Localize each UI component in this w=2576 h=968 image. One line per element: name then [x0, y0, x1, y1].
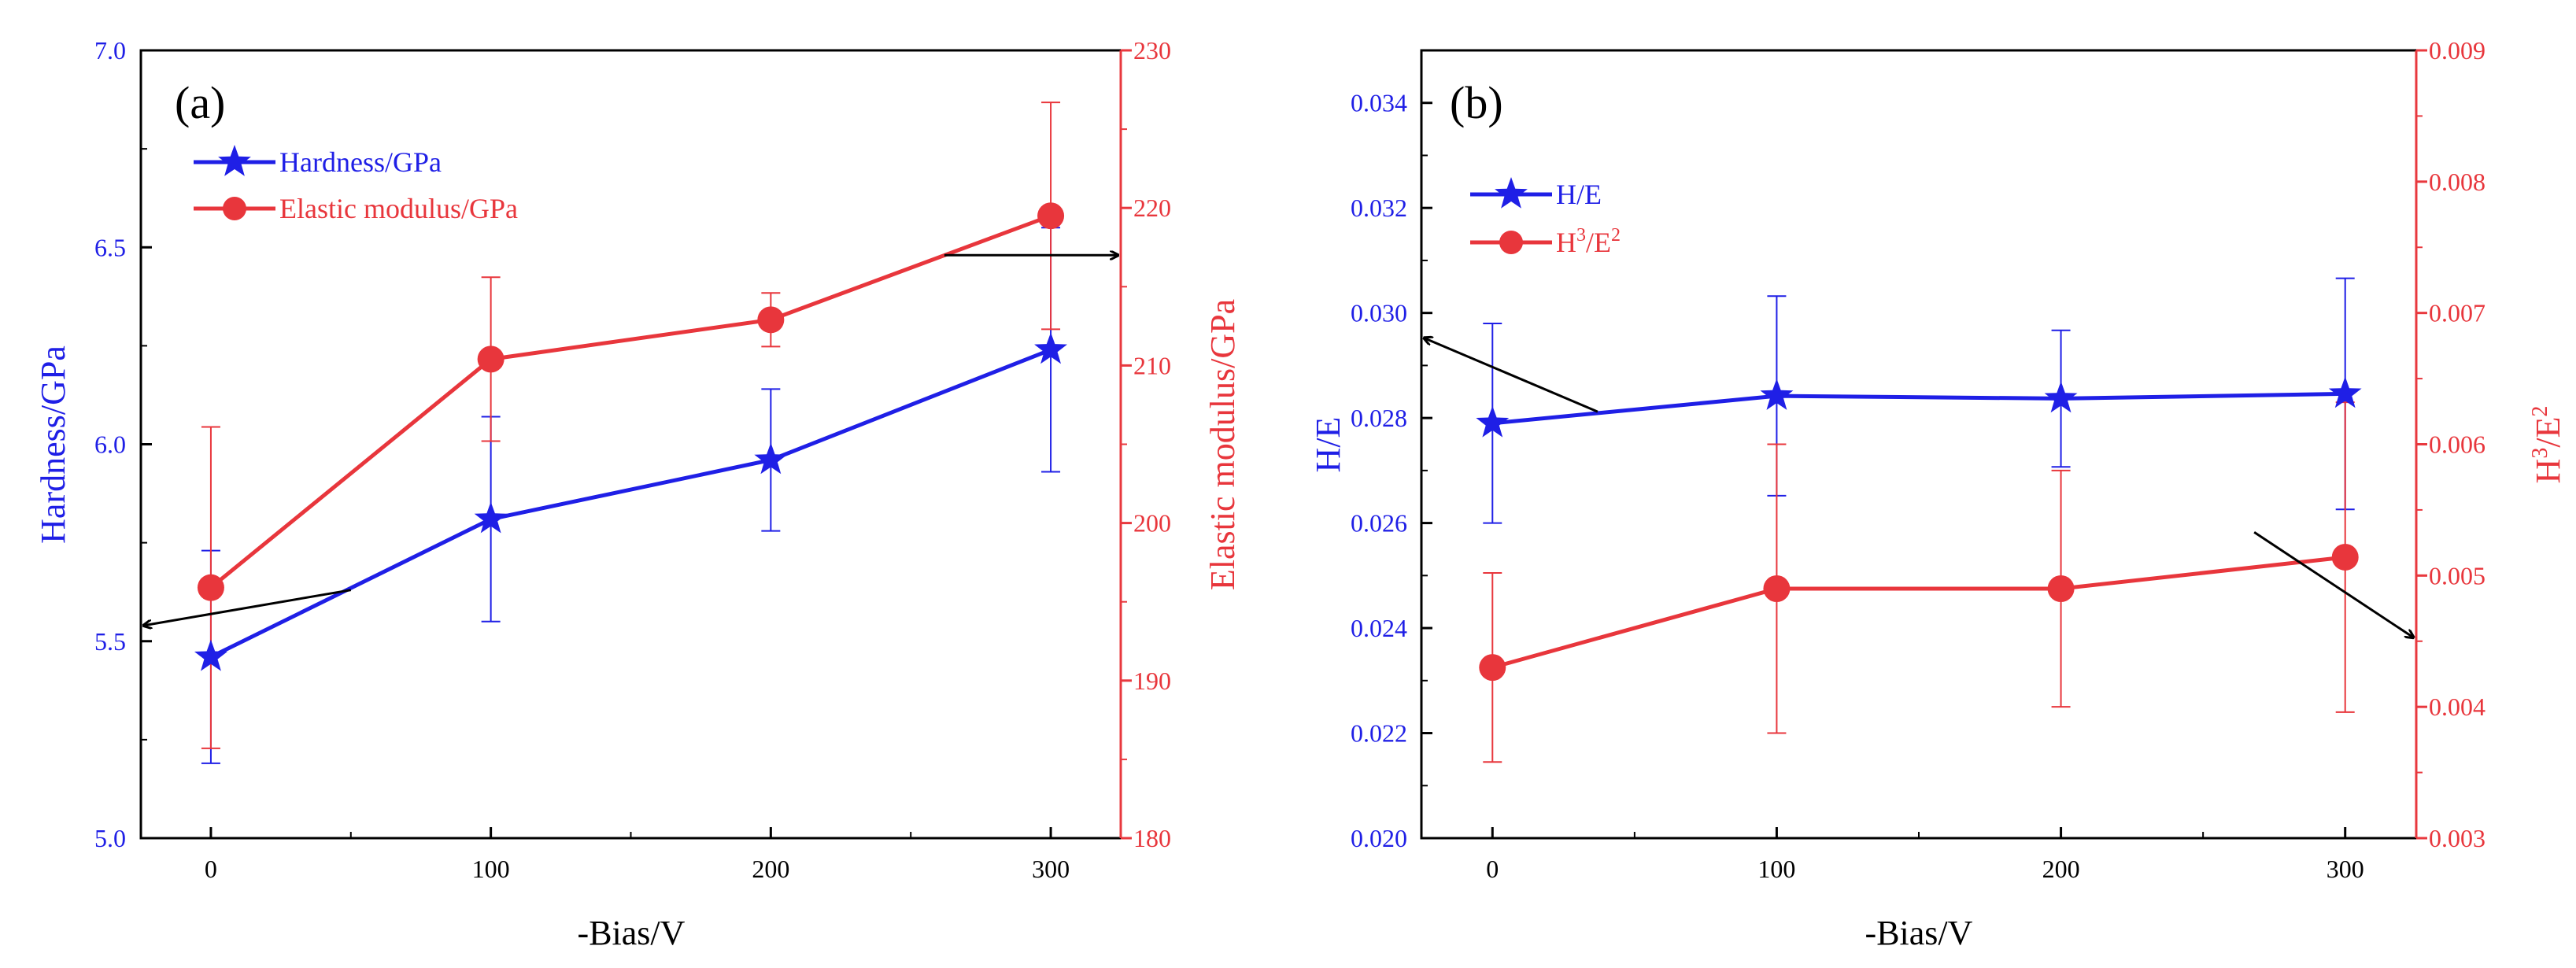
ylabel-mid: /E	[2529, 417, 2567, 448]
x-tick-label: 100	[1757, 855, 1795, 883]
left-tick-label: 5.0	[94, 824, 126, 852]
right-tick-label: 190	[1133, 667, 1171, 695]
axis-arrow	[1425, 338, 1598, 413]
series-line	[1491, 555, 2345, 670]
left-tick-label: 6.5	[94, 233, 126, 261]
data-point-circle	[2331, 543, 2359, 571]
legend-h3e2-sup2: 2	[1611, 225, 1621, 246]
data-point-circle	[197, 574, 224, 601]
data-point-circle	[1763, 575, 1791, 603]
axis-ticks	[141, 49, 1132, 840]
right-tick-label: 180	[1133, 824, 1171, 852]
panel-label: (a)	[175, 77, 225, 128]
axis-ticks	[1421, 49, 2427, 840]
series-line	[209, 348, 1052, 659]
y-axis-title-left: H/E	[1309, 417, 1347, 473]
right-tick-label: 0.009	[2429, 36, 2485, 65]
ylabel-base: H	[2529, 459, 2567, 484]
legend-circle-marker	[223, 197, 246, 220]
y-axis-title-left: Hardness/GPa	[34, 345, 72, 544]
series-line	[209, 213, 1051, 589]
left-tick-label: 0.020	[1351, 824, 1407, 852]
left-tick-label: 7.0	[94, 36, 126, 65]
axis-arrows	[144, 255, 1118, 625]
right-tick-label: 0.003	[2429, 824, 2485, 852]
axis-arrows	[1425, 338, 2413, 637]
legend-label-h3e2: H3/E2	[1556, 225, 1621, 258]
plot-frame	[1420, 49, 2418, 840]
legend-label-hardness: Hardness/GPa	[279, 146, 442, 178]
data-point-star	[1476, 405, 1510, 438]
ylabel-sup: 3	[2528, 448, 2552, 459]
series-markers	[1476, 376, 2362, 682]
legend-h3e2-mid: /E	[1586, 227, 1611, 258]
left-tick-label: 5.5	[94, 627, 126, 656]
data-point-circle	[757, 306, 785, 334]
panel-a: 0 100 200 300 5.0 5.5 6.0 6.5 7.0 180 19…	[34, 36, 1242, 952]
left-tick-label: 0.034	[1351, 89, 1407, 117]
left-tick-label: 6.0	[94, 430, 126, 459]
x-tick-label: 0	[1486, 855, 1499, 883]
legend-star-marker	[218, 145, 251, 176]
right-tick-label: 0.008	[2429, 168, 2485, 196]
left-tick-label: 0.022	[1351, 719, 1407, 748]
x-axis-title: -Bias/V	[1865, 914, 1973, 952]
right-tick-label: 210	[1133, 351, 1171, 379]
legend-label-he: H/E	[1556, 179, 1602, 210]
right-tick-label: 0.007	[2429, 299, 2485, 327]
legend-label-modulus: Elastic modulus/GPa	[279, 193, 518, 224]
series-line	[1492, 391, 2345, 426]
y-axis-title-right: Elastic modulus/GPa	[1203, 299, 1242, 590]
right-tick-label: 0.005	[2429, 561, 2485, 589]
right-tick-label: 0.006	[2429, 430, 2485, 459]
x-tick-label: 0	[205, 855, 217, 883]
series-lines	[209, 213, 1052, 659]
error-bars	[1483, 277, 2355, 763]
y-axis-title-right: H3/E2	[2528, 406, 2567, 484]
x-axis-title: -Bias/V	[578, 914, 686, 952]
x-tick-label: 200	[2042, 855, 2080, 883]
right-tick-label: 220	[1133, 194, 1171, 222]
left-tick-label: 0.030	[1351, 299, 1407, 327]
data-point-star	[1760, 379, 1794, 410]
left-tick-label: 0.032	[1351, 194, 1407, 222]
legend-h3e2-sup: 3	[1576, 225, 1586, 246]
left-tick-label: 0.028	[1351, 404, 1407, 432]
data-point-star	[194, 639, 227, 671]
axis-arrow	[2253, 531, 2413, 637]
ylabel-sup2: 2	[2528, 406, 2552, 417]
left-tick-label: 0.024	[1351, 614, 1407, 642]
series-markers	[194, 202, 1067, 671]
panel-b: 0 100 200 300 0.020 0.022 0.024 0.026 0.…	[1309, 36, 2567, 952]
x-tick-label: 200	[752, 855, 789, 883]
x-tick-label: 300	[1032, 855, 1070, 883]
data-point-star	[1034, 332, 1067, 364]
right-tick-label: 230	[1133, 36, 1171, 65]
left-tick-label: 0.026	[1351, 509, 1407, 538]
data-point-star	[2044, 381, 2078, 413]
data-point-circle	[2047, 575, 2075, 603]
legend: H/E H3/E2	[1470, 177, 1621, 258]
data-point-star	[754, 442, 788, 475]
legend-star-marker	[1495, 177, 1528, 209]
legend-circle-marker	[1499, 231, 1523, 254]
data-point-circle	[1479, 654, 1506, 682]
data-point-star	[2328, 376, 2362, 408]
right-tick-label: 0.004	[2429, 693, 2485, 721]
legend-h3e2-base: H	[1556, 227, 1576, 258]
right-tick-label: 200	[1133, 509, 1171, 538]
data-point-circle	[1037, 202, 1065, 230]
series-lines	[1491, 391, 2345, 670]
x-tick-label: 300	[2327, 855, 2364, 883]
data-point-circle	[477, 345, 504, 373]
legend: Hardness/GPa Elastic modulus/GPa	[194, 145, 518, 224]
x-tick-label: 100	[472, 855, 510, 883]
axis-arrow	[144, 589, 352, 626]
panel-label: (b)	[1450, 77, 1503, 128]
data-point-star	[474, 501, 508, 534]
